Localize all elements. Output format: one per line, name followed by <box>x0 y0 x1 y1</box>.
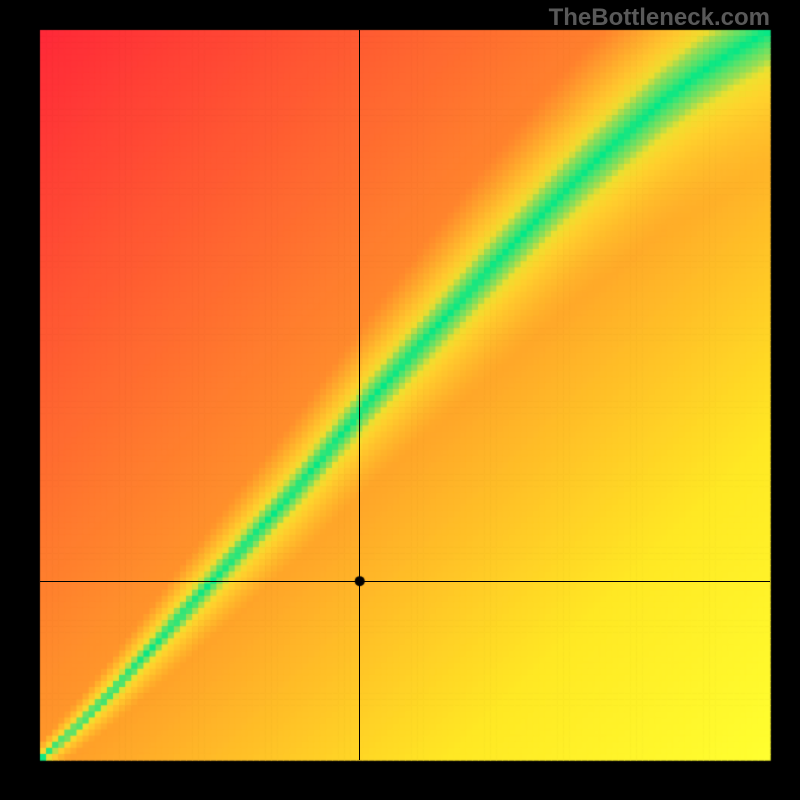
bottleneck-chart: TheBottleneck.com <box>0 0 800 800</box>
watermark-text: TheBottleneck.com <box>549 4 770 32</box>
crosshair-vertical <box>359 30 360 760</box>
crosshair-horizontal <box>40 581 770 582</box>
heatmap-canvas <box>0 0 800 800</box>
